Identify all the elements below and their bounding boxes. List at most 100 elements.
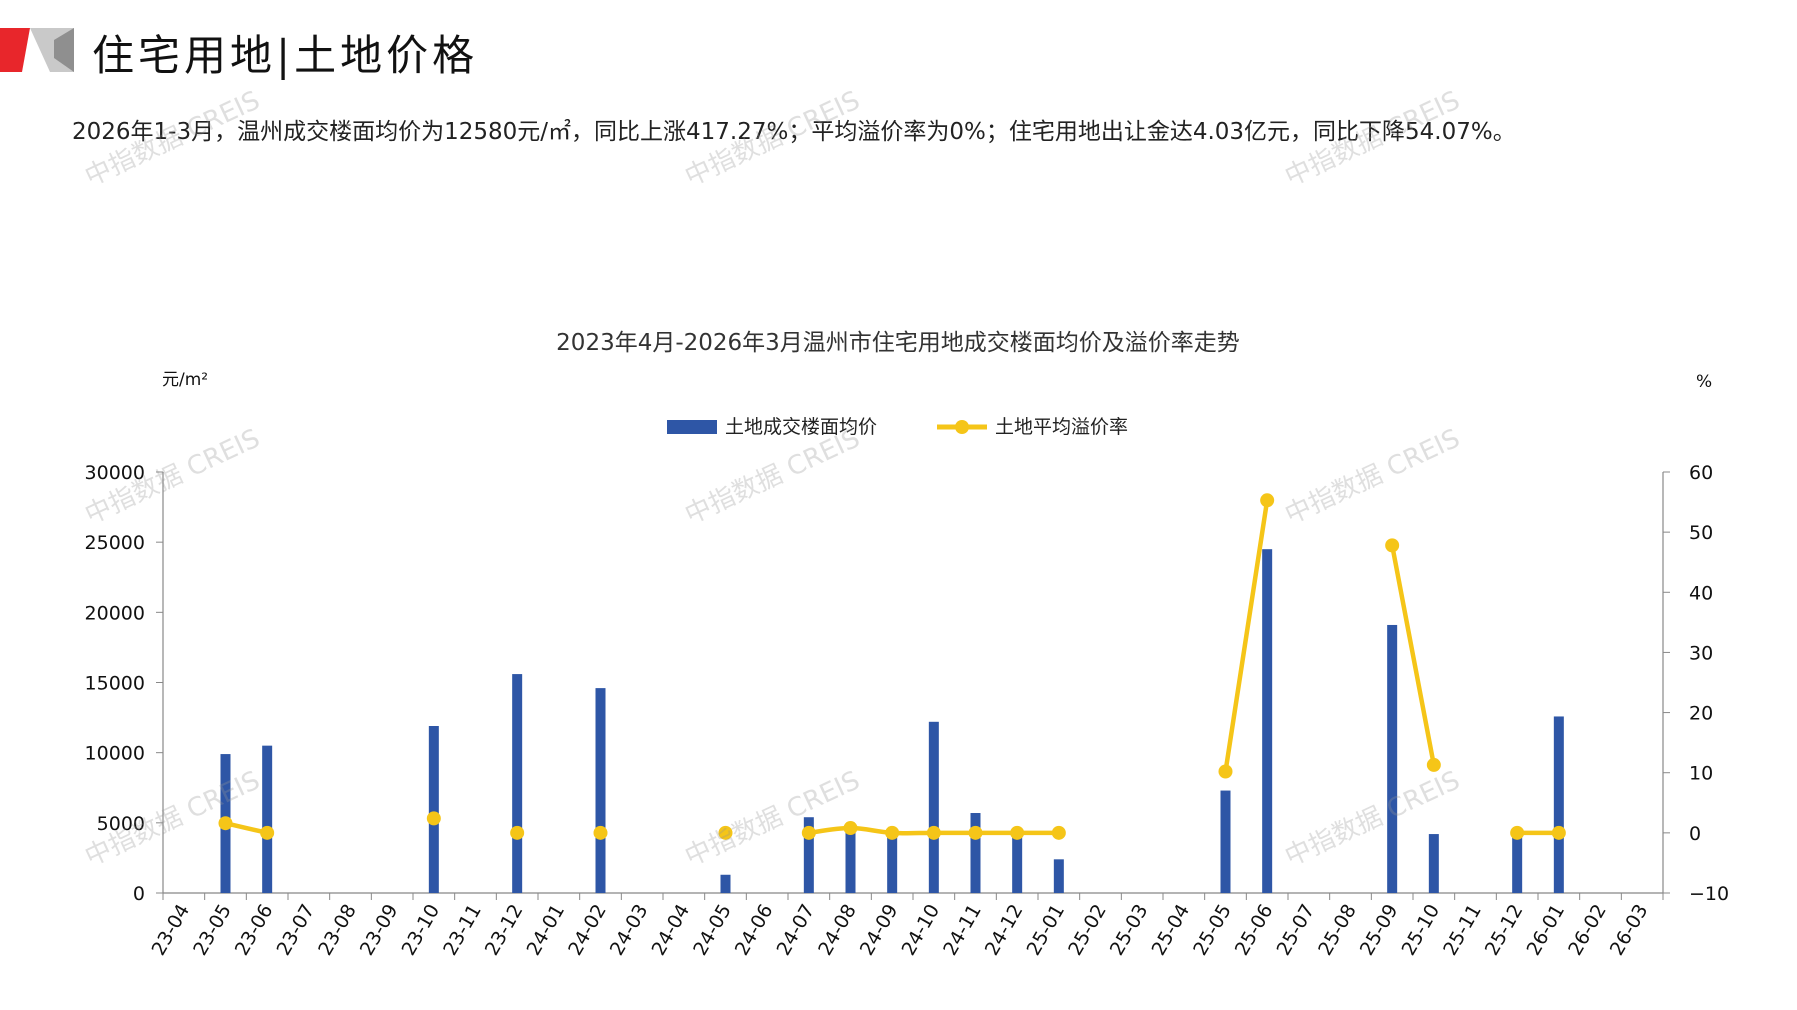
bar-25-06 <box>1262 549 1273 893</box>
bar-25-05 <box>1220 790 1231 893</box>
x-tick-label: 25-10 <box>1398 901 1445 960</box>
left-tick-label: 20000 <box>85 602 145 624</box>
left-tick-label: 25000 <box>85 532 145 554</box>
x-tick-label: 24-05 <box>689 901 736 960</box>
bar-24-08 <box>845 832 856 893</box>
brand-logo <box>0 28 74 72</box>
point-23-12 <box>510 825 525 840</box>
x-tick-label: 25-11 <box>1439 901 1486 960</box>
logo-dark-shape <box>54 28 74 72</box>
x-tick-label: 25-08 <box>1314 901 1361 960</box>
bar-24-11 <box>970 813 981 893</box>
line-series <box>218 493 1566 840</box>
legend-line-marker <box>955 420 969 434</box>
x-tick-label: 23-06 <box>231 901 278 960</box>
bar-24-05 <box>720 874 731 893</box>
right-tick-label: 40 <box>1689 582 1713 604</box>
point-24-07 <box>801 825 816 840</box>
right-tick-label: 60 <box>1689 462 1713 484</box>
bar-23-10 <box>428 726 439 893</box>
x-tick-label: 24-08 <box>814 901 861 960</box>
x-axis-labels: 23-0423-0523-0623-0723-0823-0923-1023-11… <box>148 901 1653 960</box>
point-24-05 <box>718 825 733 840</box>
x-tick-label: 23-08 <box>314 901 361 960</box>
point-25-10 <box>1426 757 1441 772</box>
right-tick-label: 30 <box>1689 642 1713 664</box>
bar-26-01 <box>1553 716 1564 893</box>
left-tick-label: 0 <box>133 883 145 905</box>
bar-25-01 <box>1053 859 1064 893</box>
point-25-05 <box>1218 764 1233 779</box>
summary-text: 2026年1-3月，温州成交楼面均价为12580元/㎡，同比上涨417.27%；… <box>72 119 1516 145</box>
x-tick-label: 23-10 <box>398 901 445 960</box>
point-25-01 <box>1051 825 1066 840</box>
x-tick-label: 25-02 <box>1064 901 1111 960</box>
premium-rate-line <box>1389 544 1437 766</box>
left-tick-label: 10000 <box>85 743 145 765</box>
left-tick-label: 5000 <box>97 813 145 835</box>
point-24-10 <box>926 825 941 840</box>
x-tick-label: 25-03 <box>1106 901 1153 960</box>
point-24-09 <box>885 825 900 840</box>
x-tick-label: 23-09 <box>356 901 403 960</box>
right-tick-label: 20 <box>1689 703 1713 725</box>
x-tick-label: 25-05 <box>1189 901 1236 960</box>
x-tick-label: 24-03 <box>606 901 653 960</box>
x-tick-label: 26-02 <box>1564 901 1611 960</box>
x-tick-label: 23-12 <box>481 901 528 960</box>
legend-bar-swatch <box>667 420 717 434</box>
x-tick-label: 24-11 <box>939 901 986 960</box>
legend: 土地成交楼面均价 土地平均溢价率 <box>667 416 1128 438</box>
point-23-05 <box>218 816 233 831</box>
bar-25-09 <box>1387 624 1398 893</box>
x-tick-label: 24-01 <box>523 901 570 960</box>
bar-24-10 <box>928 721 939 893</box>
x-tick-label: 25-09 <box>1356 901 1403 960</box>
left-tick-label: 30000 <box>85 462 145 484</box>
right-tick-label: 0 <box>1689 823 1701 845</box>
x-tick-label: 24-06 <box>731 901 778 960</box>
legend-line-label: 土地平均溢价率 <box>995 416 1128 438</box>
x-tick-label: 23-04 <box>148 901 195 960</box>
left-axis-unit: 元/m² <box>162 370 208 390</box>
bar-23-06 <box>262 745 273 893</box>
left-tick-label: 15000 <box>85 673 145 695</box>
x-tick-label: 23-05 <box>189 901 236 960</box>
bar-24-12 <box>1012 828 1023 893</box>
point-24-08 <box>843 821 858 836</box>
right-tick-label: −10 <box>1689 883 1729 905</box>
x-tick-label: 24-07 <box>773 901 820 960</box>
premium-rate-line <box>1223 499 1270 772</box>
bar-24-07 <box>803 817 814 893</box>
x-tick-label: 25-12 <box>1481 901 1528 960</box>
bar-25-12 <box>1512 828 1523 893</box>
page-title: 住宅用地|土地价格 <box>92 31 479 80</box>
x-tick-label: 26-03 <box>1606 901 1653 960</box>
x-tick-label: 24-09 <box>856 901 903 960</box>
x-tick-label: 23-11 <box>439 901 486 960</box>
point-23-10 <box>426 811 441 826</box>
bar-23-12 <box>512 674 523 893</box>
right-tick-label: 10 <box>1689 763 1713 785</box>
right-tick-label: 50 <box>1689 522 1713 544</box>
x-tick-label: 24-10 <box>898 901 945 960</box>
point-25-09 <box>1385 538 1400 553</box>
x-tick-label: 24-04 <box>648 901 695 960</box>
x-tick-label: 25-01 <box>1023 901 1070 960</box>
point-26-01 <box>1551 825 1566 840</box>
x-tick-label: 25-07 <box>1273 901 1320 960</box>
chart-title: 2023年4月-2026年3月温州市住宅用地成交楼面均价及溢价率走势 <box>556 330 1240 356</box>
point-24-11 <box>968 825 983 840</box>
right-axis-unit: % <box>1696 372 1712 392</box>
bar-24-09 <box>887 836 898 893</box>
point-25-06 <box>1260 493 1275 508</box>
x-tick-label: 24-02 <box>564 901 611 960</box>
logo-red-shape <box>0 28 30 72</box>
point-23-06 <box>260 825 275 840</box>
legend-bar-label: 土地成交楼面均价 <box>725 416 877 438</box>
x-tick-label: 26-01 <box>1523 901 1570 960</box>
point-24-02 <box>593 825 608 840</box>
x-tick-label: 24-12 <box>981 901 1028 960</box>
point-25-12 <box>1510 825 1525 840</box>
